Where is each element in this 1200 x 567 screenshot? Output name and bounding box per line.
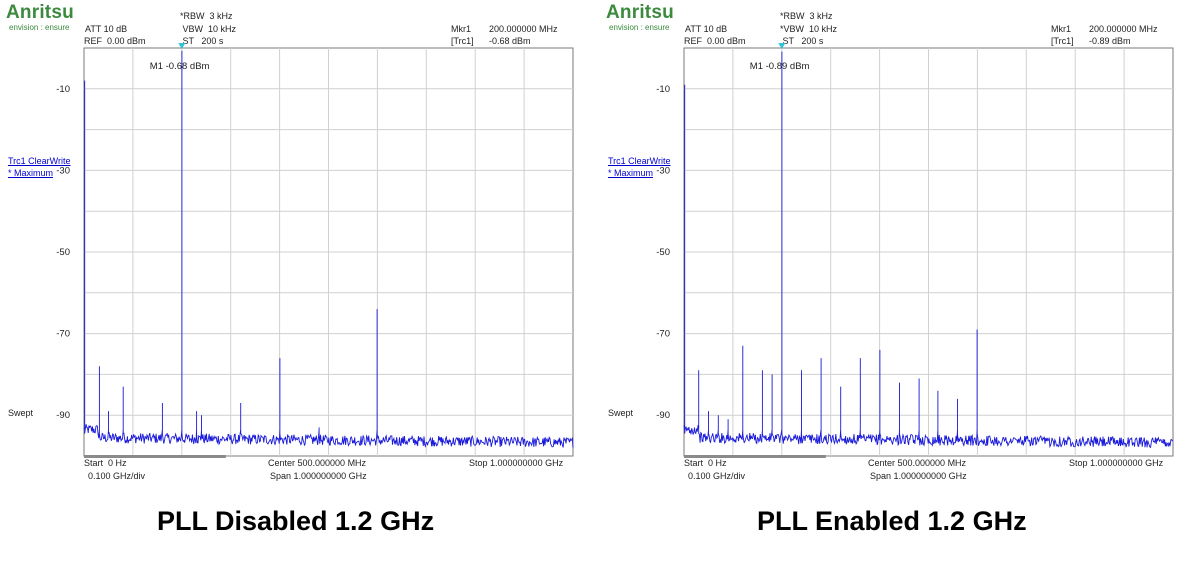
- ref-readout: REF 0.00 dBm: [684, 36, 746, 46]
- span-frequency: Span 1.000000000 GHz: [270, 471, 367, 481]
- caption-pll-enabled: PLL Enabled 1.2 GHz: [757, 506, 1027, 536]
- span-frequency: Span 1.000000000 GHz: [870, 471, 967, 481]
- y-tick-label: -30: [656, 165, 670, 176]
- stop-frequency: Stop 1.000000000 GHz: [469, 458, 564, 468]
- frequency-per-division: 0.100 GHz/div: [688, 471, 746, 481]
- logo-tagline: envision : ensure: [609, 23, 670, 32]
- marker-label: Mkr1: [1051, 24, 1071, 34]
- trace-clearwrite-link[interactable]: Trc1 ClearWrite: [608, 156, 671, 166]
- trace-clearwrite-link[interactable]: Trc1 ClearWrite: [8, 156, 71, 166]
- spectrum-plot-1: -10 -30 -50 -70 -90 M1 -0.89 dBm: [656, 43, 1174, 458]
- anritsu-logo: Anritsu: [6, 2, 74, 23]
- y-tick-label: -50: [56, 247, 70, 258]
- vbw-readout: *VBW 10 kHz: [780, 24, 838, 34]
- trace-tag: [Trc1]: [451, 36, 474, 46]
- start-frequency: Start 0 Hz: [684, 458, 727, 468]
- marker-label: Mkr1: [451, 24, 471, 34]
- att-readout: ATT 10 dB: [85, 24, 128, 34]
- marker-indicator: [178, 43, 186, 49]
- rbw-readout: *RBW 3 kHz: [180, 11, 233, 21]
- marker-level: -0.89 dBm: [1089, 36, 1131, 46]
- y-tick-label: -50: [656, 247, 670, 258]
- sweep-progress-bar: [84, 455, 226, 458]
- y-tick-label: -90: [56, 410, 70, 421]
- trace-maximum-link[interactable]: * Maximum: [608, 168, 654, 178]
- center-frequency: Center 500.000000 MHz: [268, 458, 367, 468]
- marker-frequency: 200.000000 MHz: [1089, 24, 1158, 34]
- ref-readout: REF 0.00 dBm: [84, 36, 146, 46]
- y-tick-label: -10: [656, 84, 670, 95]
- anritsu-logo: Anritsu: [606, 2, 674, 23]
- marker-annotation: M1 -0.89 dBm: [750, 61, 810, 72]
- logo-tagline: envision : ensure: [9, 23, 70, 32]
- swept-status: Swept: [8, 408, 34, 418]
- frequency-per-division: 0.100 GHz/div: [88, 471, 146, 481]
- marker-indicator: [778, 43, 786, 49]
- stop-frequency: Stop 1.000000000 GHz: [1069, 458, 1164, 468]
- y-tick-label: -30: [56, 165, 70, 176]
- sweep-time-readout: ST 200 s: [780, 36, 824, 46]
- center-frequency: Center 500.000000 MHz: [868, 458, 967, 468]
- y-tick-label: -90: [656, 410, 670, 421]
- att-readout: ATT 10 dB: [685, 24, 728, 34]
- y-tick-label: -10: [56, 84, 70, 95]
- start-frequency: Start 0 Hz: [84, 458, 127, 468]
- y-tick-label: -70: [656, 329, 670, 340]
- analyzer-panel-pll-disabled: Anritsu envision : ensure ATT 10 dB REF …: [0, 0, 588, 490]
- analyzer-panel-pll-enabled: Anritsu envision : ensure ATT 10 dB REF …: [600, 0, 1188, 490]
- vbw-readout: VBW 10 kHz: [180, 24, 237, 34]
- spectrum-plot-0: -10 -30 -50 -70 -90 M1 -0.68 dBm: [56, 43, 574, 458]
- swept-status: Swept: [608, 408, 634, 418]
- caption-pll-disabled: PLL Disabled 1.2 GHz: [157, 506, 435, 536]
- trace-maximum-link[interactable]: * Maximum: [8, 168, 54, 178]
- marker-frequency: 200.000000 MHz: [489, 24, 558, 34]
- sweep-progress-bar: [684, 455, 826, 458]
- sweep-time-readout: ST 200 s: [180, 36, 224, 46]
- trace-tag: [Trc1]: [1051, 36, 1074, 46]
- y-tick-label: -70: [56, 329, 70, 340]
- marker-level: -0.68 dBm: [489, 36, 531, 46]
- spectrum-trace: [83, 50, 574, 448]
- spectrum-trace: [683, 51, 1174, 449]
- rbw-readout: *RBW 3 kHz: [780, 11, 833, 21]
- marker-annotation: M1 -0.68 dBm: [150, 61, 210, 72]
